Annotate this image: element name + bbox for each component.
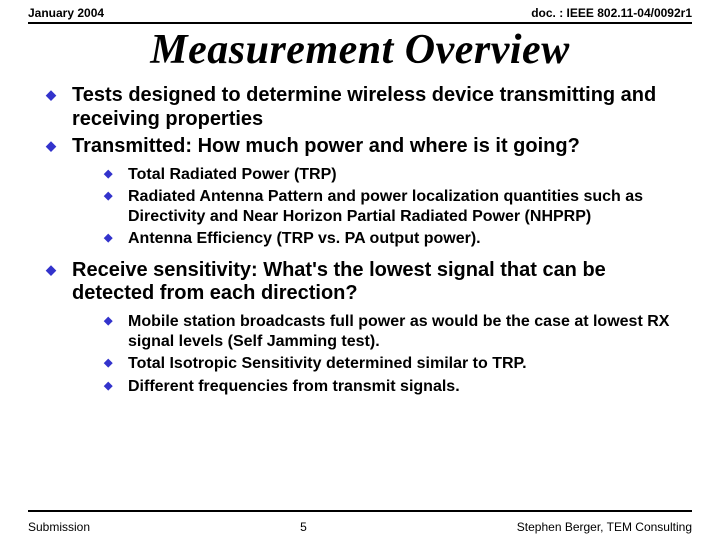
list-item-text: Total Radiated Power (TRP) xyxy=(128,166,337,183)
footer-page-number: 5 xyxy=(300,520,307,534)
slide-title: Measurement Overview xyxy=(0,26,720,74)
list-item-text: Total Isotropic Sensitivity determined s… xyxy=(128,355,527,372)
list-item: Radiated Antenna Pattern and power local… xyxy=(104,187,684,226)
slide-header: January 2004 doc. : IEEE 802.11-04/0092r… xyxy=(0,0,720,22)
list-item-text: Receive sensitivity: What's the lowest s… xyxy=(72,259,606,305)
bullet-list-level2: Mobile station broadcasts full power as … xyxy=(72,312,684,396)
list-item: Mobile station broadcasts full power as … xyxy=(104,312,684,351)
list-item: Receive sensitivity: What's the lowest s… xyxy=(46,259,684,396)
list-item: Transmitted: How much power and where is… xyxy=(46,135,684,249)
slide-footer: Submission 5 Stephen Berger, TEM Consult… xyxy=(28,520,692,534)
list-item-text: Different frequencies from transmit sign… xyxy=(128,378,460,395)
list-item: Tests designed to determine wireless dev… xyxy=(46,84,684,131)
list-item-text: Mobile station broadcasts full power as … xyxy=(128,313,669,350)
footer-rule xyxy=(28,510,692,512)
header-date: January 2004 xyxy=(28,6,104,20)
list-item: Different frequencies from transmit sign… xyxy=(104,377,684,397)
list-item-text: Transmitted: How much power and where is… xyxy=(72,135,580,157)
header-rule xyxy=(28,22,692,24)
footer-left: Submission xyxy=(28,520,90,534)
list-item-text: Radiated Antenna Pattern and power local… xyxy=(128,188,643,225)
list-item: Total Radiated Power (TRP) xyxy=(104,165,684,185)
footer-author: Stephen Berger, TEM Consulting xyxy=(517,520,692,534)
list-item: Antenna Efficiency (TRP vs. PA output po… xyxy=(104,229,684,249)
bullet-list-level2: Total Radiated Power (TRP) Radiated Ante… xyxy=(72,165,684,249)
bullet-list-level1: Tests designed to determine wireless dev… xyxy=(46,84,684,396)
list-item: Total Isotropic Sensitivity determined s… xyxy=(104,354,684,374)
list-item-text: Tests designed to determine wireless dev… xyxy=(72,84,656,130)
list-item-text: Antenna Efficiency (TRP vs. PA output po… xyxy=(128,230,481,247)
slide-content: Tests designed to determine wireless dev… xyxy=(0,74,720,396)
header-doc-id: doc. : IEEE 802.11-04/0092r1 xyxy=(531,6,692,20)
